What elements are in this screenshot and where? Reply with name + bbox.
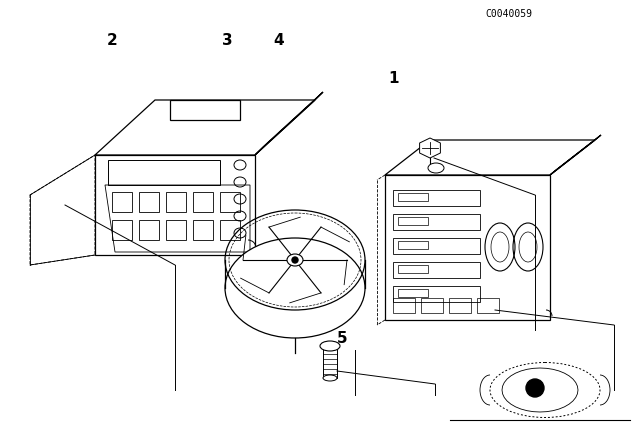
Ellipse shape	[320, 341, 340, 351]
Circle shape	[526, 379, 544, 397]
Text: 5: 5	[337, 331, 348, 346]
Polygon shape	[170, 100, 240, 120]
Polygon shape	[420, 138, 440, 158]
Text: 1: 1	[388, 71, 399, 86]
Ellipse shape	[225, 238, 365, 338]
Ellipse shape	[428, 163, 444, 173]
Ellipse shape	[287, 254, 303, 266]
Polygon shape	[323, 346, 337, 378]
Circle shape	[292, 257, 298, 263]
Text: 2: 2	[107, 33, 117, 48]
Text: C0040059: C0040059	[485, 9, 532, 19]
Text: 4: 4	[273, 33, 284, 48]
Ellipse shape	[323, 375, 337, 381]
Text: 3: 3	[222, 33, 232, 48]
